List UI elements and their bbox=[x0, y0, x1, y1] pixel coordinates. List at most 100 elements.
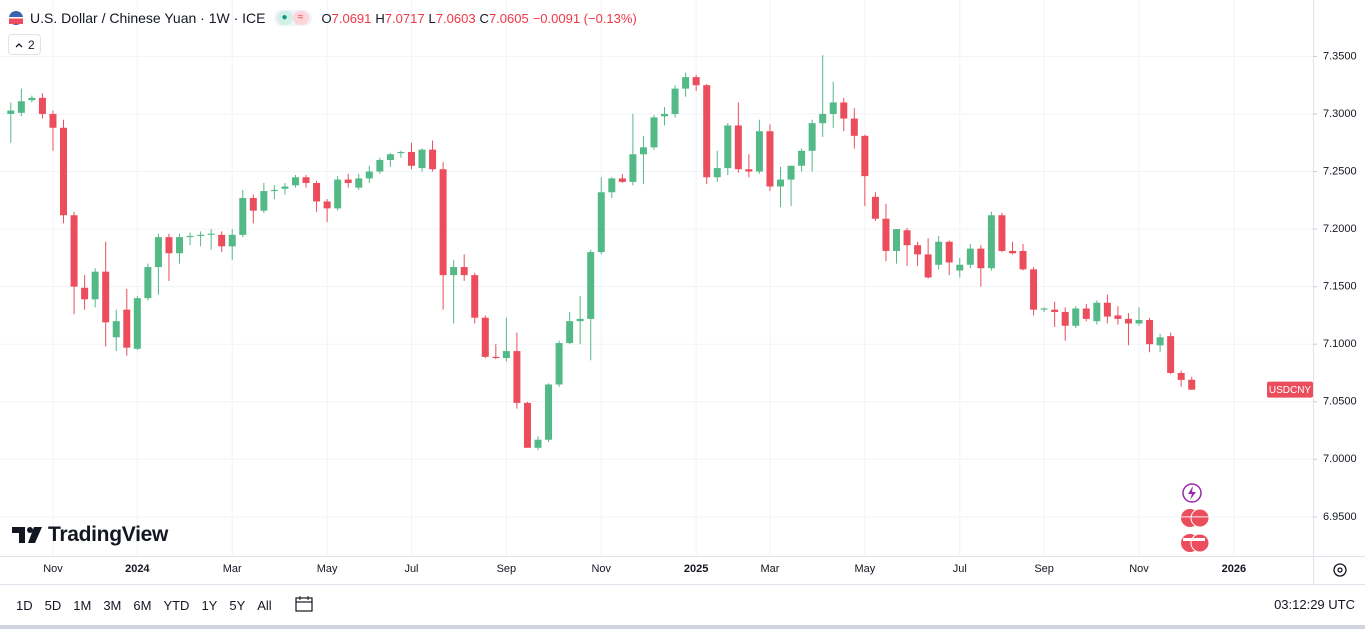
candle-body bbox=[945, 241, 953, 263]
range-button[interactable]: 5Y bbox=[229, 597, 246, 613]
candle-body bbox=[481, 317, 489, 357]
candle-body bbox=[133, 298, 141, 349]
candle-body bbox=[291, 177, 299, 186]
brand-name: TradingView bbox=[48, 523, 169, 546]
candle-body bbox=[523, 402, 531, 448]
candle-body bbox=[450, 267, 458, 276]
candle-body bbox=[81, 287, 89, 300]
candle-body bbox=[1114, 315, 1122, 319]
indicators-toggle[interactable]: 2 bbox=[8, 34, 41, 55]
range-button[interactable]: 1M bbox=[73, 597, 92, 613]
logo-mark bbox=[12, 527, 42, 543]
candle-body bbox=[70, 215, 78, 287]
candle-body bbox=[144, 267, 152, 299]
candle-body bbox=[218, 234, 226, 247]
x-tick-label: Sep bbox=[497, 563, 517, 575]
ohlc-key: O bbox=[321, 10, 332, 26]
candle-body bbox=[1040, 308, 1048, 310]
symbol-icon bbox=[9, 11, 23, 25]
candle-body bbox=[1072, 308, 1080, 326]
candle-body bbox=[397, 151, 405, 154]
clock: 03:12:29 UTC bbox=[1274, 597, 1355, 612]
candle-body bbox=[197, 234, 205, 236]
candle-body bbox=[60, 127, 68, 216]
candle-body bbox=[1135, 320, 1143, 324]
x-tick-label: Sep bbox=[1034, 563, 1054, 575]
candle-body bbox=[650, 117, 658, 148]
symbol-badge-label: USDCNY bbox=[1269, 385, 1312, 396]
scroll-strip bbox=[0, 625, 1365, 629]
indicator-count: 2 bbox=[28, 37, 35, 52]
candle-body bbox=[334, 179, 342, 209]
ohlc-values: O7.0691 H7.0717 L7.0603 C7.0605 bbox=[318, 11, 529, 26]
ohlc-key: H bbox=[375, 10, 385, 26]
candle-body bbox=[239, 197, 247, 235]
candle-body bbox=[38, 97, 46, 114]
ohlc-value: 7.0691 bbox=[331, 10, 372, 26]
candle-body bbox=[692, 77, 700, 86]
y-tick-label: 7.2000 bbox=[1323, 223, 1357, 235]
candle-body bbox=[302, 177, 310, 184]
candle-body bbox=[1156, 337, 1164, 346]
candle-body bbox=[882, 218, 890, 251]
range-button[interactable]: YTD bbox=[163, 597, 190, 613]
candle-body bbox=[1019, 250, 1027, 270]
candle-body bbox=[871, 196, 879, 219]
candle-body bbox=[534, 439, 542, 448]
status-pills[interactable]: ● ≈ bbox=[273, 10, 312, 26]
chart: 6.9500 7.0000 7.0500 7.1000 7.1500 7.2000 7.25… bbox=[0, 0, 1365, 584]
candle-body bbox=[892, 229, 900, 251]
date-range-button[interactable] bbox=[290, 591, 318, 620]
candle-body bbox=[1188, 379, 1196, 390]
candle-body bbox=[313, 183, 321, 202]
range-button[interactable]: 3M bbox=[103, 597, 122, 613]
candle-body bbox=[323, 201, 331, 209]
chevron bbox=[15, 42, 23, 47]
candle-body bbox=[545, 384, 553, 440]
candle-body bbox=[734, 125, 742, 170]
y-tick-label: 7.3000 bbox=[1323, 108, 1357, 120]
range-button[interactable]: 1D bbox=[16, 597, 33, 613]
candle-body bbox=[829, 102, 837, 114]
candle-body bbox=[228, 234, 236, 247]
candle-body bbox=[502, 351, 510, 359]
symbol-title[interactable]: U.S. Dollar / Chinese Yuan · 1W · ICE bbox=[30, 10, 266, 26]
x-tick-label: May bbox=[854, 563, 875, 575]
y-tick-label: 7.2500 bbox=[1323, 165, 1357, 177]
candle-body bbox=[28, 97, 36, 101]
candle-body bbox=[724, 125, 732, 169]
candle-body bbox=[1167, 336, 1175, 373]
ohlc-value: 7.0603 bbox=[435, 10, 476, 26]
side-icons bbox=[1181, 483, 1210, 553]
candle-body bbox=[808, 123, 816, 151]
candle-body bbox=[903, 230, 911, 246]
candle-body bbox=[365, 171, 373, 179]
y-tick-label: 7.3500 bbox=[1323, 50, 1357, 62]
range-button[interactable]: 6M bbox=[133, 597, 152, 613]
range-button[interactable]: All bbox=[257, 597, 272, 613]
candle-body bbox=[344, 179, 352, 184]
x-tick-label: Nov bbox=[1129, 563, 1149, 575]
range-button[interactable]: 5D bbox=[44, 597, 62, 613]
candle-body bbox=[1124, 318, 1132, 324]
range-button[interactable]: 1Y bbox=[201, 597, 218, 613]
ohlc-value: 7.0605 bbox=[488, 10, 529, 26]
candle-body bbox=[165, 237, 173, 254]
settings-icon[interactable] bbox=[1333, 563, 1347, 577]
x-tick-label: 2025 bbox=[684, 563, 708, 575]
candle-body bbox=[777, 179, 785, 187]
candle-body bbox=[418, 149, 426, 169]
candle-body bbox=[471, 275, 479, 318]
x-tick-label: Nov bbox=[591, 563, 611, 575]
candle-body bbox=[17, 101, 25, 113]
ohlc-value: 7.0717 bbox=[384, 10, 425, 26]
candle-body bbox=[819, 113, 827, 124]
candle-body bbox=[618, 178, 626, 182]
candle-body bbox=[376, 160, 384, 172]
candle-body bbox=[587, 252, 595, 319]
candle-body bbox=[639, 147, 647, 155]
y-tick-label: 7.1000 bbox=[1323, 338, 1357, 350]
candle-body bbox=[260, 191, 268, 211]
candle-body bbox=[987, 215, 995, 269]
candle-body bbox=[840, 102, 848, 119]
